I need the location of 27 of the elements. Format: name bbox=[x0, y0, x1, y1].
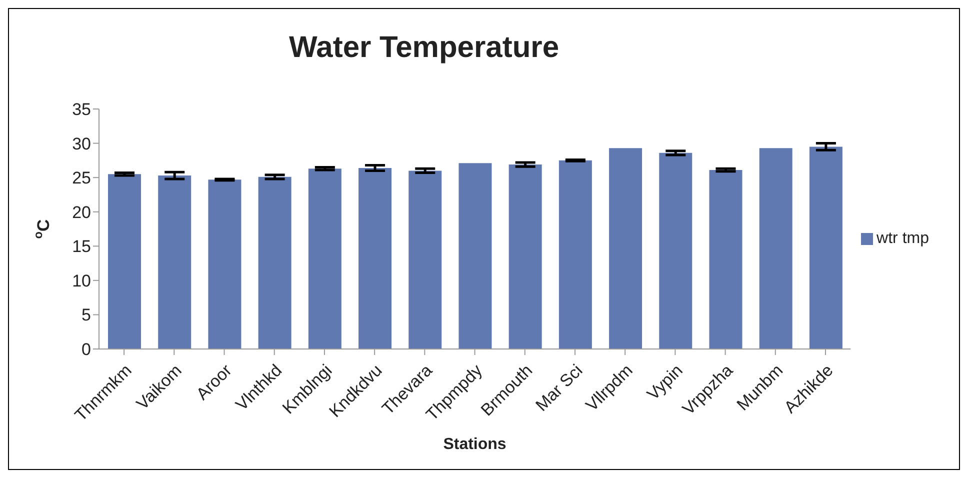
bar bbox=[108, 174, 141, 349]
y-tick-label: 25 bbox=[72, 168, 91, 188]
y-tick-label: 0 bbox=[82, 340, 91, 360]
bar bbox=[208, 180, 242, 349]
bar bbox=[558, 160, 592, 349]
bar bbox=[609, 148, 642, 349]
bar bbox=[508, 164, 542, 349]
y-tick-label: 5 bbox=[82, 306, 91, 325]
x-tick-label: Mar Sci bbox=[532, 360, 586, 415]
y-tick-label: 30 bbox=[72, 134, 91, 154]
bar bbox=[158, 176, 192, 349]
y-tick-label: 10 bbox=[72, 271, 91, 290]
y-tick-label: 35 bbox=[72, 100, 91, 120]
bar bbox=[258, 176, 292, 349]
y-tick-label: 15 bbox=[72, 237, 91, 256]
bar bbox=[408, 170, 442, 349]
bar bbox=[458, 163, 492, 349]
chart-title: Water Temperature bbox=[288, 31, 560, 65]
legend-label: wtr tmp bbox=[876, 230, 929, 247]
bar bbox=[759, 148, 792, 349]
bar bbox=[809, 146, 842, 349]
bar bbox=[659, 152, 692, 349]
x-axis-title: Stations bbox=[443, 436, 506, 453]
bar bbox=[709, 170, 742, 349]
y-tick-label: 20 bbox=[72, 202, 91, 222]
bar bbox=[308, 168, 342, 349]
bar bbox=[358, 168, 392, 349]
